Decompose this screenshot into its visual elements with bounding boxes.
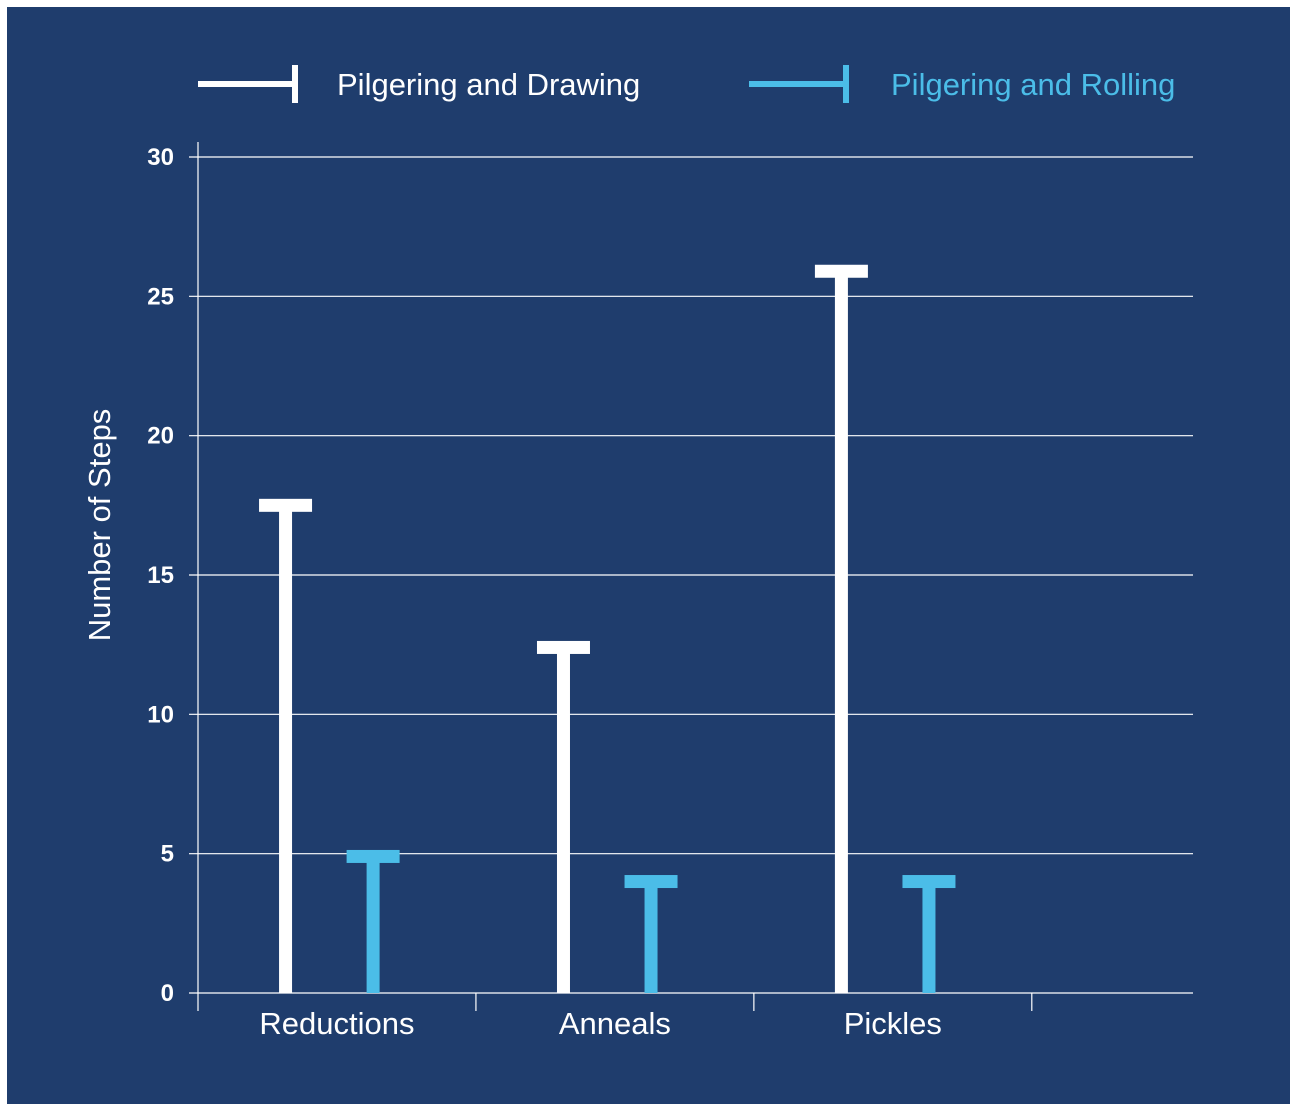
y-axis-ticks: 0 5 10 15 20 25 30 [147,144,174,1007]
bar-1-0 [346,849,400,993]
x-tick-label: Anneals [559,1006,671,1041]
x-axis-ticks: Reductions Anneals Pickles [259,1006,942,1041]
bar-0-0 [259,498,313,993]
y-tick-label: 5 [161,841,174,868]
legend-label: Pilgering and Rolling [891,67,1175,102]
legend: Pilgering and Drawing Pilgering and Rolli… [198,65,1175,103]
legend-cap [843,65,849,103]
y-tick-label: 25 [147,283,174,310]
bar-0-1 [536,640,590,993]
bar-chart: Pilgering and Drawing Pilgering and Rolli… [82,65,1193,1041]
legend-cap [292,65,298,103]
bar-stem [834,271,848,994]
bar-stem [279,505,293,993]
bar-1-1 [624,875,678,993]
y-tick-label: 20 [147,423,174,450]
bar-cap [624,875,678,889]
bar-stem [556,647,570,993]
x-tick-label: Pickles [844,1006,942,1041]
y-tick-label: 10 [147,701,174,728]
bar-1-2 [902,875,956,993]
bar-cap [346,849,400,863]
y-tick-label: 15 [147,562,174,589]
y-tick-label: 30 [147,144,174,171]
bar-stem [644,881,658,993]
bar-0-2 [814,264,868,994]
y-tick-label: 0 [161,980,174,1007]
legend-line [198,81,295,87]
bar-stem [366,856,380,993]
bar-cap [259,498,313,512]
bars [259,264,956,994]
x-tick-label: Reductions [259,1006,414,1041]
bar-cap [536,640,590,654]
y-axis-title: Number of Steps [82,409,117,642]
legend-item-0: Pilgering and Drawing [198,65,640,103]
gridlines [189,156,1193,994]
chart-panel: Pilgering and Drawing Pilgering and Rolli… [7,7,1290,1104]
bar-cap [814,264,868,278]
bar-cap [902,875,956,889]
legend-line [749,81,846,87]
legend-label: Pilgering and Drawing [337,67,640,102]
bar-stem [922,881,936,993]
axes [197,142,1033,1011]
legend-item-1: Pilgering and Rolling [749,65,1175,103]
